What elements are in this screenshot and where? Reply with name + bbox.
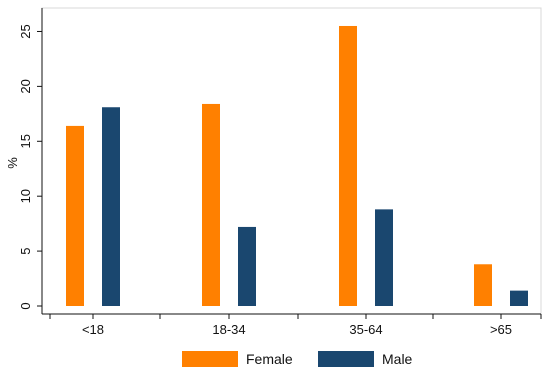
legend-label-female: Female [246,351,293,367]
x-tick-label: 18-34 [212,322,245,337]
y-tick-label: 15 [18,134,33,148]
y-tick-label: 25 [18,24,33,38]
legend-swatch-male [318,351,374,367]
y-tick-label: 0 [18,302,33,309]
bar-male-2 [375,209,393,306]
bar-male-1 [238,226,256,306]
y-axis: 0 5 10 15 20 25 [18,8,43,314]
x-tick-label: >65 [490,322,512,337]
y-tick-label: 10 [18,189,33,203]
legend-swatch-female [182,351,238,367]
y-axis-label: % [5,157,20,169]
bars-group [66,25,528,307]
bar-female-3 [474,264,492,306]
x-axis: <18 18-34 35-64 >65 [42,313,542,337]
legend: Female Male [182,351,413,367]
x-tick-label: <18 [82,322,104,337]
bar-male-3 [510,290,528,306]
bar-female-1 [202,103,220,306]
y-tick-label: 20 [18,79,33,93]
legend-label-male: Male [382,351,413,367]
bar-female-2 [339,25,357,306]
bar-male-0 [102,107,120,306]
y-tick-label: 5 [18,247,33,254]
x-tick-label: 35-64 [349,322,382,337]
bar-female-0 [66,125,84,307]
